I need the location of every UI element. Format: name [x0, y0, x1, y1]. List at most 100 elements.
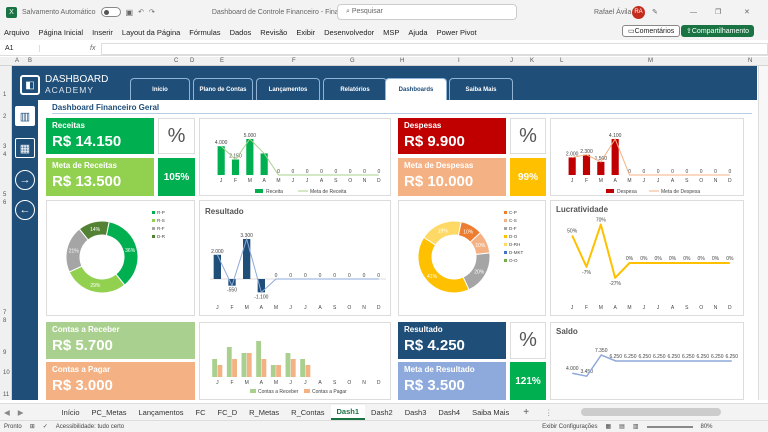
display-settings[interactable]: Exibir Configurações [542, 423, 598, 430]
menu-desenvolvedor[interactable]: Desenvolvedor [324, 27, 375, 37]
col-header[interactable]: I [458, 58, 460, 64]
formula-input[interactable] [101, 42, 768, 55]
row-header[interactable]: 8 [3, 318, 7, 324]
menu-power-pivot[interactable]: Power Pivot [436, 27, 477, 37]
bar [226, 347, 232, 377]
menu-formulas[interactable]: Fórmulas [189, 27, 221, 37]
sheet-tab[interactable]: Dash3 [404, 407, 427, 417]
sheet-tab[interactable]: Início [61, 407, 80, 417]
legend-swatch [504, 251, 507, 254]
col-header[interactable]: H [400, 58, 405, 64]
data-label: 0 [657, 169, 660, 175]
tab-inicio[interactable]: Início [130, 78, 190, 100]
row-header[interactable]: 4 [3, 152, 7, 158]
arrow-right-icon[interactable]: → [15, 170, 35, 190]
menu-pagina-inicial[interactable]: Página Inicial [38, 27, 84, 37]
tab-saiba-mais[interactable]: Saiba Mais [449, 78, 513, 100]
col-header[interactable]: D [190, 58, 195, 64]
col-header[interactable]: B [28, 58, 33, 64]
legend-swatch [504, 227, 507, 230]
sheet-tab[interactable]: FC [195, 407, 206, 417]
tick-label: N [714, 305, 718, 311]
tick-label: J [289, 380, 292, 386]
sheet-tab[interactable]: PC_Metas [91, 407, 127, 417]
tab-relatorios[interactable]: Relatórios [323, 78, 387, 100]
document-title: Dashboard de Controle Financeiro - Final… [211, 8, 385, 16]
tab-dashboards[interactable]: Dashboards [385, 78, 447, 100]
row-header[interactable]: 7 [3, 310, 7, 316]
sheet-tab[interactable]: FC_D [217, 407, 238, 417]
col-header[interactable]: A [15, 58, 20, 64]
kpi-label: Resultado [404, 325, 443, 334]
save-icon[interactable]: ▣ [125, 7, 134, 17]
col-header[interactable]: L [560, 58, 564, 64]
search-box[interactable]: ⌕ Pesquisar [337, 4, 517, 20]
sheet-tab[interactable]: Lançamentos [138, 407, 184, 417]
normal-view-icon[interactable]: ▦ [605, 424, 612, 430]
sheet-tab[interactable]: Dash4 [438, 407, 461, 417]
col-header[interactable]: N [748, 58, 753, 64]
row-header[interactable]: 3 [3, 144, 7, 150]
data-label: 6.250 [638, 354, 651, 360]
col-header[interactable]: J [510, 58, 513, 64]
arrow-left-icon[interactable]: ← [15, 200, 35, 220]
vertical-scrollbar[interactable] [758, 66, 768, 400]
calendar-icon[interactable]: ▦ [15, 138, 35, 158]
tab-plano-de-contas[interactable]: Plano de Contas [193, 78, 253, 100]
data-label: 2.000 [211, 249, 224, 255]
redo-icon[interactable]: ↷ [148, 9, 155, 16]
row-header[interactable]: 9 [3, 350, 7, 356]
accessibility-status[interactable]: Acessibilidade: tudo certo [55, 423, 125, 430]
share-button[interactable]: ⇪ Compartilhamento [681, 25, 755, 37]
menu-layout[interactable]: Layout da Página [121, 27, 181, 37]
sheet-tab-active[interactable]: Dash1 [330, 404, 366, 420]
data-label: 41% [427, 274, 438, 280]
legend-label: D-F [509, 226, 517, 231]
menu-exibir[interactable]: Exibir [296, 27, 316, 37]
prev-sheet-icon[interactable]: ◀ [4, 407, 10, 417]
col-header[interactable]: F [292, 58, 296, 64]
tab-lancamentos[interactable]: Lançamentos [256, 78, 320, 100]
row-header[interactable]: 5 [3, 192, 7, 198]
page-break-icon[interactable]: ▥ [632, 424, 639, 430]
close-icon[interactable]: ✕ [744, 9, 750, 16]
row-header[interactable]: 1 [3, 92, 7, 98]
comments-button[interactable]: ▭ Comentários [622, 25, 681, 37]
menu-inserir[interactable]: Inserir [92, 27, 113, 37]
data-label: 0 [363, 273, 366, 279]
col-header[interactable]: C [174, 58, 179, 64]
row-header[interactable]: 10 [3, 370, 10, 376]
autosave-toggle[interactable] [100, 7, 121, 17]
restore-icon[interactable]: ❐ [715, 9, 722, 16]
data-label: 6.250 [624, 354, 637, 360]
sheet-tab[interactable]: R_Contas [291, 407, 325, 417]
undo-icon[interactable]: ↶ [138, 9, 144, 16]
row-header[interactable]: 11 [3, 392, 10, 398]
name-box[interactable]: A1 [0, 45, 40, 52]
more-icon[interactable]: ⋮ [545, 407, 553, 417]
col-header[interactable]: K [530, 58, 535, 64]
page-layout-icon[interactable]: ▤ [619, 424, 625, 430]
menu-msp[interactable]: MSP [383, 27, 400, 37]
zoom-slider[interactable] [646, 425, 693, 428]
avatar[interactable]: RA [632, 5, 645, 19]
minimize-icon[interactable]: — [690, 8, 697, 16]
col-header[interactable]: G [350, 58, 355, 64]
next-sheet-icon[interactable]: ▶ [17, 407, 24, 417]
row-header[interactable]: 6 [3, 200, 7, 206]
pen-icon[interactable]: ✎ [652, 9, 658, 16]
sheet-tab[interactable]: Saiba Mais [472, 407, 510, 417]
horizontal-scrollbar[interactable] [580, 408, 721, 416]
sheet-tab[interactable]: Dash2 [371, 407, 393, 417]
menu-arquivo[interactable]: Arquivo [4, 27, 30, 37]
menu-revisao[interactable]: Revisão [260, 27, 288, 37]
sheet-tab[interactable]: R_Metas [249, 407, 280, 417]
chart-icon[interactable]: ▥ [15, 106, 35, 126]
row-header[interactable]: 2 [3, 114, 7, 120]
menu-dados[interactable]: Dados [229, 27, 252, 37]
series-line [220, 138, 379, 176]
add-sheet-icon[interactable]: + [523, 406, 530, 418]
menu-ajuda[interactable]: Ajuda [408, 27, 428, 37]
col-header[interactable]: E [220, 58, 225, 64]
col-header[interactable]: M [648, 58, 653, 64]
